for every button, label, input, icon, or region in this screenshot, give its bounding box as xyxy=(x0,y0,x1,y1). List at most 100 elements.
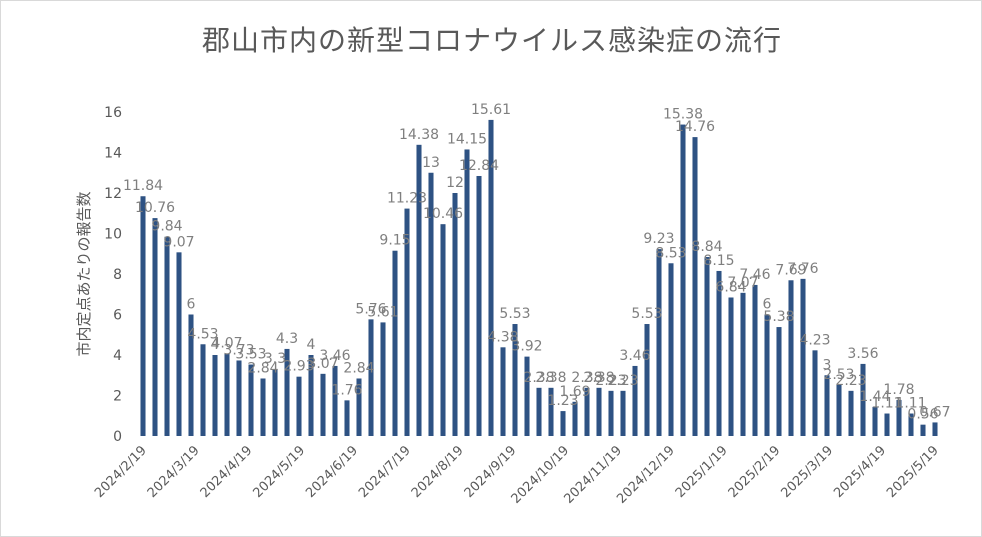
data-label: 6 xyxy=(763,297,772,313)
bar xyxy=(740,292,746,436)
bar xyxy=(656,249,662,436)
bar xyxy=(848,390,854,436)
data-label: 13 xyxy=(422,155,440,171)
bar xyxy=(836,384,842,436)
bar xyxy=(668,263,674,436)
bar xyxy=(692,137,698,437)
bar xyxy=(644,324,650,436)
data-label: 14.15 xyxy=(447,131,487,147)
data-label: 4.23 xyxy=(799,332,830,348)
data-label: 0.56 xyxy=(907,407,938,423)
bar xyxy=(812,350,818,436)
y-axis-title: 市内定点あたりの報告数 xyxy=(75,191,93,356)
y-tick-label: 10 xyxy=(104,227,122,243)
bar xyxy=(788,280,794,436)
data-label: 1.69 xyxy=(559,384,590,400)
data-label: 1.44 xyxy=(859,389,890,405)
bar xyxy=(296,376,302,436)
y-tick-label: 6 xyxy=(113,308,122,324)
data-label: 11.23 xyxy=(387,191,427,207)
bar xyxy=(680,124,686,436)
y-tick-label: 4 xyxy=(113,348,122,364)
bar xyxy=(164,236,170,436)
data-label: 1.11 xyxy=(871,396,902,412)
x-tick-label: 2024/5/19 xyxy=(250,443,308,501)
data-label: 10.76 xyxy=(135,200,175,216)
chart-title: 郡山市内の新型コロナウイルス感染症の流行 xyxy=(201,24,782,57)
data-label: 4.53 xyxy=(187,326,218,342)
data-label: 11.84 xyxy=(123,178,163,194)
data-label: 3 xyxy=(823,357,832,373)
bar xyxy=(152,218,158,436)
data-label: 5.76 xyxy=(355,301,386,317)
data-label: 7.07 xyxy=(727,275,758,291)
data-label: 3.3 xyxy=(264,351,286,367)
bar xyxy=(380,322,386,436)
data-label: 2.84 xyxy=(343,360,374,376)
y-tick-label: 2 xyxy=(113,389,122,405)
bars xyxy=(140,119,938,437)
y-axis-ticks: 0 2 4 6 8 10 12 14 16 xyxy=(104,105,122,445)
bar xyxy=(896,399,902,436)
bar xyxy=(272,369,278,436)
bar xyxy=(872,406,878,436)
x-axis-ticks: 2024/2/192024/3/192024/4/192024/5/192024… xyxy=(92,443,942,507)
bar xyxy=(308,355,314,436)
y-tick-label: 14 xyxy=(104,146,122,162)
bar xyxy=(176,252,182,436)
data-label: 2.38 xyxy=(523,370,554,386)
data-label: 14.76 xyxy=(675,119,715,135)
bar xyxy=(320,373,326,436)
data-label: 1.78 xyxy=(883,382,914,398)
y-tick-label: 0 xyxy=(113,429,122,445)
bar xyxy=(524,356,530,436)
bar xyxy=(728,297,734,436)
data-label: 1.23 xyxy=(547,393,578,409)
bar xyxy=(620,390,626,436)
data-label: 3.07 xyxy=(307,356,338,372)
x-tick-label: 2024/9/19 xyxy=(462,443,520,501)
bar xyxy=(560,411,566,436)
data-label: 9.15 xyxy=(379,233,410,249)
data-label: 3.73 xyxy=(223,342,254,358)
data-label: 4.38 xyxy=(487,329,518,345)
data-label: 4 xyxy=(307,337,316,353)
data-label: 9.84 xyxy=(151,219,182,235)
bar xyxy=(596,387,602,436)
bar xyxy=(428,172,434,436)
bar xyxy=(704,256,710,436)
data-label: 2.23 xyxy=(595,373,626,389)
data-label: 3.46 xyxy=(619,348,650,364)
bar xyxy=(884,413,890,436)
bar xyxy=(452,193,458,436)
bar xyxy=(752,284,758,436)
data-label: 12.84 xyxy=(459,158,499,174)
data-labels: 11.8410.769.849.0764.5344.073.733.532.84… xyxy=(123,102,951,423)
data-label: 2.38 xyxy=(571,370,602,386)
data-label: 5.53 xyxy=(631,306,662,322)
bar xyxy=(368,319,374,436)
data-label: 6 xyxy=(187,297,196,313)
data-label: 0.67 xyxy=(919,404,950,420)
data-label: 8.15 xyxy=(703,253,734,269)
y-tick-label: 16 xyxy=(104,105,122,121)
bar xyxy=(632,365,638,436)
data-label: 2.38 xyxy=(583,370,614,386)
data-label: 15.38 xyxy=(663,107,703,123)
bar xyxy=(260,378,266,436)
bar xyxy=(464,149,470,436)
bar xyxy=(344,400,350,436)
bar xyxy=(500,347,506,436)
data-label: 4 xyxy=(211,337,220,353)
bar xyxy=(476,175,482,437)
data-label: 1.11 xyxy=(895,396,926,412)
bar xyxy=(416,144,422,436)
bar xyxy=(224,353,230,436)
data-label: 8.53 xyxy=(655,245,686,261)
data-label: 9.23 xyxy=(643,231,674,247)
bar xyxy=(392,250,398,436)
bar xyxy=(536,387,542,436)
data-label: 4.3 xyxy=(276,331,298,347)
x-tick-label: 2024/2/19 xyxy=(92,443,150,501)
bar xyxy=(200,344,206,436)
